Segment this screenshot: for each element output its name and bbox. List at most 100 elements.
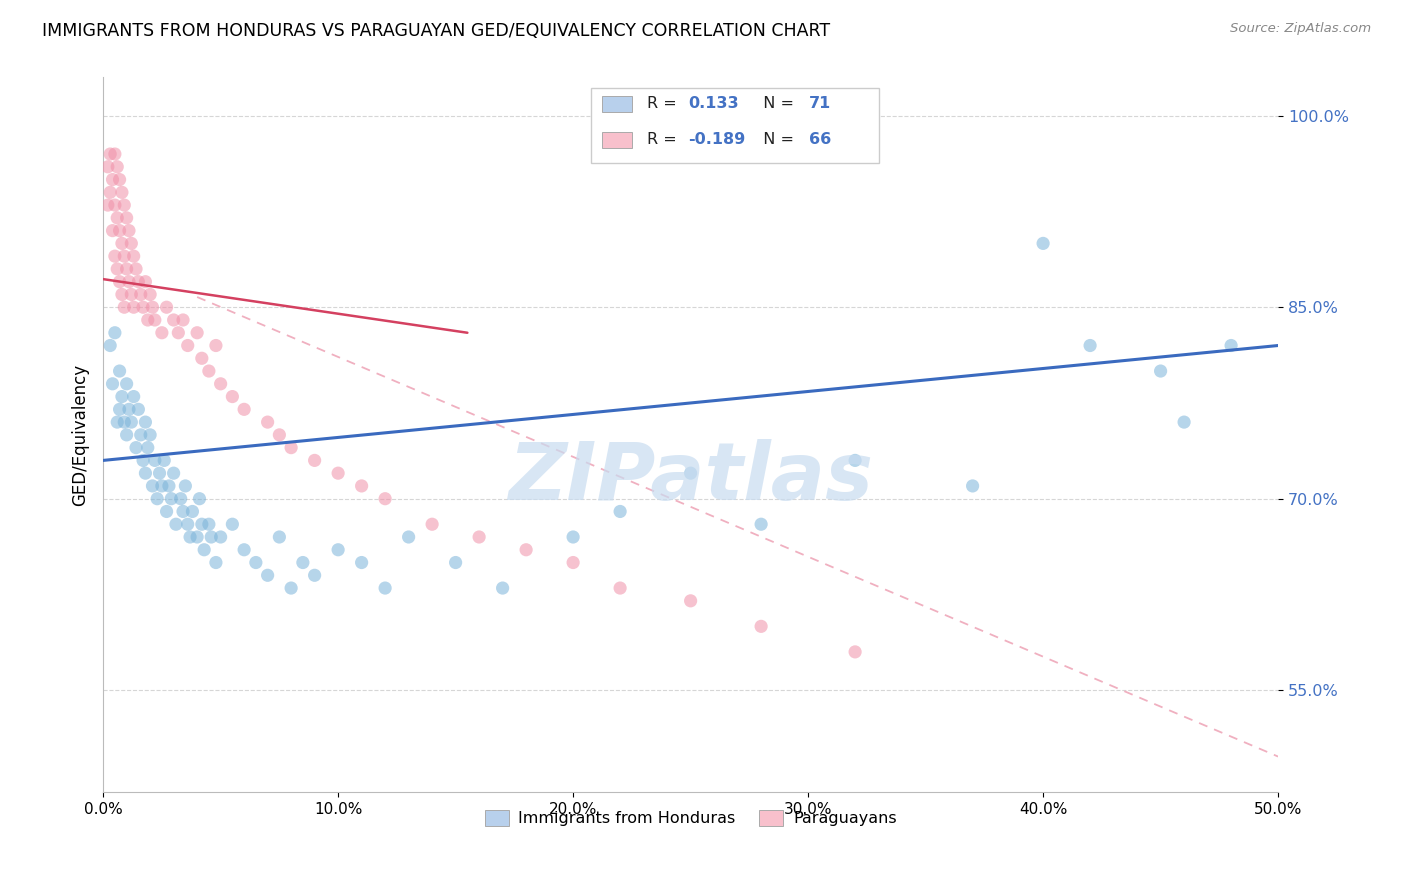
Text: R =: R = bbox=[647, 96, 682, 112]
Point bbox=[398, 530, 420, 544]
Point bbox=[679, 466, 702, 480]
Point bbox=[200, 530, 222, 544]
Point bbox=[115, 376, 138, 391]
Point bbox=[562, 530, 585, 544]
Point bbox=[120, 287, 142, 301]
Point bbox=[118, 402, 141, 417]
Point bbox=[1220, 338, 1243, 352]
Point bbox=[98, 338, 121, 352]
Text: 71: 71 bbox=[810, 96, 831, 112]
Point bbox=[153, 453, 176, 467]
Point bbox=[209, 530, 232, 544]
Text: Source: ZipAtlas.com: Source: ZipAtlas.com bbox=[1230, 22, 1371, 36]
Point bbox=[177, 517, 200, 532]
Point bbox=[193, 542, 215, 557]
Point bbox=[269, 428, 291, 442]
Point bbox=[162, 466, 184, 480]
Point bbox=[108, 364, 131, 378]
Point bbox=[105, 261, 128, 276]
Point bbox=[108, 224, 131, 238]
Point bbox=[191, 351, 214, 366]
Point bbox=[181, 504, 204, 518]
Point bbox=[167, 326, 190, 340]
Point bbox=[491, 581, 513, 595]
Point bbox=[150, 326, 173, 340]
Point bbox=[104, 249, 127, 263]
Point bbox=[143, 313, 166, 327]
Text: 0.133: 0.133 bbox=[689, 96, 740, 112]
Point bbox=[205, 338, 228, 352]
Point bbox=[125, 261, 148, 276]
Point bbox=[105, 211, 128, 225]
Point bbox=[112, 249, 135, 263]
Point bbox=[221, 390, 243, 404]
Text: N =: N = bbox=[752, 96, 799, 112]
Point bbox=[179, 530, 201, 544]
Point bbox=[177, 338, 200, 352]
Point bbox=[350, 556, 373, 570]
Point bbox=[115, 261, 138, 276]
Point bbox=[111, 390, 134, 404]
Point bbox=[143, 453, 166, 467]
Text: -0.189: -0.189 bbox=[689, 132, 745, 147]
Point bbox=[844, 453, 866, 467]
Point bbox=[749, 619, 772, 633]
FancyBboxPatch shape bbox=[603, 132, 631, 148]
Point bbox=[108, 402, 131, 417]
Point bbox=[136, 313, 159, 327]
Point bbox=[374, 581, 396, 595]
Point bbox=[170, 491, 193, 506]
Point bbox=[198, 517, 221, 532]
Point bbox=[105, 415, 128, 429]
Point bbox=[420, 517, 443, 532]
Point bbox=[141, 300, 163, 314]
Point bbox=[98, 186, 121, 200]
Point bbox=[101, 172, 124, 186]
Point bbox=[468, 530, 491, 544]
Point bbox=[134, 415, 156, 429]
Point bbox=[269, 530, 291, 544]
Point bbox=[146, 491, 169, 506]
Text: ZIPatlas: ZIPatlas bbox=[508, 439, 873, 516]
Point bbox=[515, 542, 537, 557]
Point bbox=[108, 172, 131, 186]
Point bbox=[186, 530, 208, 544]
Point bbox=[172, 313, 194, 327]
Point bbox=[129, 428, 152, 442]
Point bbox=[198, 364, 221, 378]
Point bbox=[127, 402, 149, 417]
FancyBboxPatch shape bbox=[603, 96, 631, 112]
Point bbox=[1032, 236, 1054, 251]
Point bbox=[115, 211, 138, 225]
Text: N =: N = bbox=[752, 132, 799, 147]
Point bbox=[350, 479, 373, 493]
Point bbox=[127, 275, 149, 289]
Point bbox=[104, 147, 127, 161]
Point bbox=[221, 517, 243, 532]
Point bbox=[304, 453, 326, 467]
Point bbox=[139, 428, 162, 442]
Point bbox=[122, 300, 145, 314]
Point bbox=[326, 542, 349, 557]
Point bbox=[155, 300, 177, 314]
Point bbox=[205, 556, 228, 570]
Point bbox=[115, 428, 138, 442]
Point bbox=[120, 236, 142, 251]
Point bbox=[209, 376, 232, 391]
Point bbox=[1149, 364, 1171, 378]
Y-axis label: GED/Equivalency: GED/Equivalency bbox=[72, 364, 89, 506]
Point bbox=[679, 594, 702, 608]
Point bbox=[101, 376, 124, 391]
Point bbox=[150, 479, 173, 493]
Point bbox=[844, 645, 866, 659]
Point bbox=[962, 479, 984, 493]
Point bbox=[233, 542, 256, 557]
Point bbox=[256, 415, 278, 429]
Point bbox=[609, 504, 631, 518]
Point bbox=[562, 556, 585, 570]
Point bbox=[444, 556, 467, 570]
Point bbox=[186, 326, 208, 340]
Point bbox=[122, 390, 145, 404]
Point bbox=[125, 441, 148, 455]
Point bbox=[129, 287, 152, 301]
